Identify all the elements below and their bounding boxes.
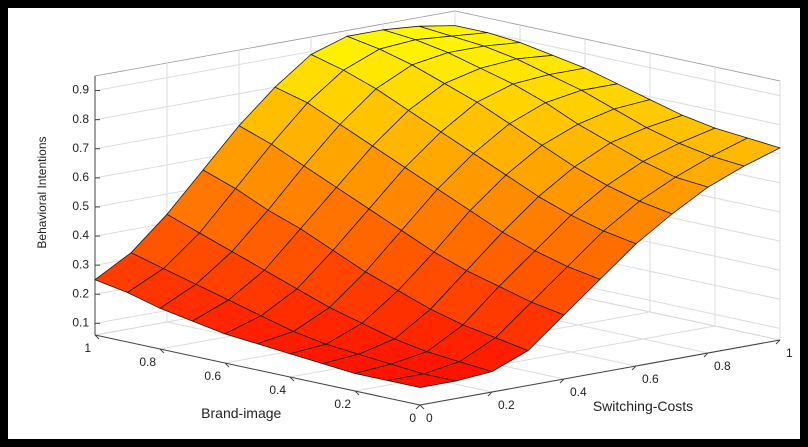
z-tick-label: 0.1 — [72, 316, 89, 330]
x-axis-title: Switching-Costs — [593, 398, 693, 414]
tick-mark — [354, 390, 360, 396]
tick-mark — [415, 404, 421, 410]
z-tick-label: 0.2 — [72, 286, 89, 300]
x-tick-label: 0.2 — [498, 398, 515, 412]
z-tick-label: 0.9 — [72, 83, 89, 97]
tick-mark — [224, 362, 230, 368]
tick-mark — [487, 391, 493, 397]
labels: 0.1 0.2 0.3 0.4 0.5 0.6 0.7 0.8 0.9 0 0.2 0.4 0.6 0.8… — [35, 83, 793, 425]
tick-mark — [289, 376, 295, 382]
y-tick-label: 1 — [84, 341, 91, 355]
tick-mark — [419, 404, 425, 410]
z-tick-label: 0.7 — [72, 141, 89, 155]
surface-patch — [387, 373, 457, 388]
tick-mark — [159, 348, 165, 354]
surface — [94, 25, 781, 388]
chart: 0.1 0.2 0.3 0.4 0.5 0.6 0.7 0.8 0.9 0 0.2 0.4 0.6 0.8… — [35, 10, 793, 425]
y-tick-label: 0 — [409, 411, 416, 425]
y-axis-title: Brand-image — [201, 405, 281, 421]
figure: 0.1 0.2 0.3 0.4 0.5 0.6 0.7 0.8 0.9 0 0.2 0.4 0.6 0.8… — [8, 8, 800, 439]
x-tick-label: 0.6 — [642, 372, 659, 386]
z-axis-title: Behavioral Intentions — [35, 137, 49, 249]
tick-mark — [775, 339, 781, 345]
y-tick-label: 0.4 — [269, 383, 286, 397]
x-tick-label: 0.8 — [714, 359, 731, 373]
z-tick-label: 0.4 — [72, 228, 89, 242]
z-tick-label: 0.3 — [72, 257, 89, 271]
z-tick-label: 0.8 — [72, 112, 89, 126]
axis-line — [419, 339, 781, 406]
tick-mark — [94, 334, 100, 340]
tick-mark — [703, 352, 709, 358]
y-tick-label: 0.8 — [139, 355, 156, 369]
y-tick-label: 0.6 — [204, 369, 221, 383]
x-tick-label: 1 — [786, 346, 793, 360]
x-tick-label: 0.4 — [570, 385, 587, 399]
z-tick-label: 0.6 — [72, 170, 89, 184]
axis-line — [94, 334, 421, 406]
y-tick-label: 0.2 — [334, 397, 351, 411]
tick-mark — [631, 365, 637, 371]
x-tick-label: 0 — [426, 411, 433, 425]
z-tick-label: 0.5 — [72, 199, 89, 213]
tick-mark — [559, 378, 565, 384]
